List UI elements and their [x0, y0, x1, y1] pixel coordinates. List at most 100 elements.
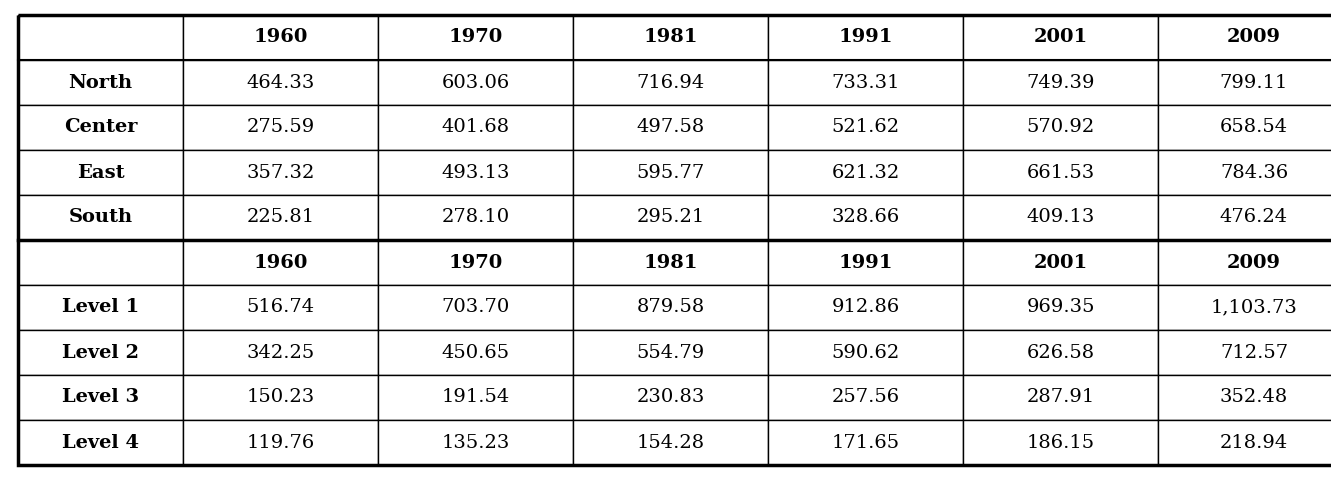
- Text: 342.25: 342.25: [246, 344, 314, 361]
- Bar: [19, 15, 182, 60]
- Text: 135.23: 135.23: [442, 433, 510, 452]
- Bar: [182, 105, 378, 150]
- Bar: [768, 60, 964, 105]
- Text: 661.53: 661.53: [1026, 164, 1094, 181]
- Bar: [182, 330, 378, 375]
- Text: Level 1: Level 1: [61, 299, 140, 316]
- Bar: [182, 150, 378, 195]
- Text: 1970: 1970: [449, 28, 503, 47]
- Text: 409.13: 409.13: [1026, 208, 1094, 227]
- Bar: [574, 150, 768, 195]
- Bar: [574, 15, 768, 60]
- Text: 2009: 2009: [1227, 253, 1280, 272]
- Text: Level 2: Level 2: [63, 344, 138, 361]
- Text: 2001: 2001: [1033, 253, 1087, 272]
- Text: 570.92: 570.92: [1026, 119, 1094, 136]
- Bar: [574, 105, 768, 150]
- Bar: [1158, 105, 1331, 150]
- Text: 225.81: 225.81: [246, 208, 314, 227]
- Bar: [964, 15, 1158, 60]
- Bar: [1158, 150, 1331, 195]
- Text: 969.35: 969.35: [1026, 299, 1095, 316]
- Text: 2009: 2009: [1227, 28, 1280, 47]
- Text: Level 4: Level 4: [63, 433, 138, 452]
- Text: 287.91: 287.91: [1026, 388, 1094, 407]
- Text: 590.62: 590.62: [832, 344, 900, 361]
- Text: 712.57: 712.57: [1221, 344, 1288, 361]
- Bar: [19, 195, 182, 240]
- Bar: [574, 420, 768, 465]
- Text: 1960: 1960: [253, 28, 307, 47]
- Bar: [19, 105, 182, 150]
- Bar: [378, 15, 574, 60]
- Text: 401.68: 401.68: [442, 119, 510, 136]
- Bar: [964, 285, 1158, 330]
- Bar: [768, 195, 964, 240]
- Bar: [964, 330, 1158, 375]
- Text: 275.59: 275.59: [246, 119, 314, 136]
- Text: 516.74: 516.74: [246, 299, 314, 316]
- Bar: [964, 150, 1158, 195]
- Text: 733.31: 733.31: [832, 73, 900, 92]
- Bar: [768, 15, 964, 60]
- Bar: [19, 240, 182, 285]
- Bar: [964, 105, 1158, 150]
- Text: 1981: 1981: [643, 28, 697, 47]
- Text: 171.65: 171.65: [832, 433, 900, 452]
- Bar: [574, 60, 768, 105]
- Text: 357.32: 357.32: [246, 164, 314, 181]
- Text: 150.23: 150.23: [246, 388, 314, 407]
- Text: 186.15: 186.15: [1026, 433, 1094, 452]
- Bar: [378, 375, 574, 420]
- Bar: [1158, 330, 1331, 375]
- Text: 554.79: 554.79: [636, 344, 704, 361]
- Text: 295.21: 295.21: [636, 208, 704, 227]
- Text: 1991: 1991: [839, 28, 893, 47]
- Bar: [19, 330, 182, 375]
- Text: 799.11: 799.11: [1219, 73, 1288, 92]
- Bar: [182, 420, 378, 465]
- Bar: [768, 330, 964, 375]
- Text: North: North: [68, 73, 133, 92]
- Text: 476.24: 476.24: [1221, 208, 1288, 227]
- Bar: [964, 195, 1158, 240]
- Bar: [182, 285, 378, 330]
- Bar: [768, 420, 964, 465]
- Text: 257.56: 257.56: [832, 388, 900, 407]
- Text: 603.06: 603.06: [442, 73, 510, 92]
- Bar: [378, 105, 574, 150]
- Bar: [1158, 195, 1331, 240]
- Bar: [19, 420, 182, 465]
- Bar: [768, 285, 964, 330]
- Bar: [1158, 375, 1331, 420]
- Text: 1960: 1960: [253, 253, 307, 272]
- Bar: [182, 195, 378, 240]
- Bar: [182, 375, 378, 420]
- Text: 497.58: 497.58: [636, 119, 704, 136]
- Text: South: South: [68, 208, 133, 227]
- Bar: [574, 330, 768, 375]
- Text: 716.94: 716.94: [636, 73, 704, 92]
- Bar: [964, 375, 1158, 420]
- Text: 119.76: 119.76: [246, 433, 314, 452]
- Text: Level 3: Level 3: [63, 388, 138, 407]
- Bar: [964, 60, 1158, 105]
- Text: 658.54: 658.54: [1221, 119, 1288, 136]
- Text: East: East: [77, 164, 124, 181]
- Bar: [574, 375, 768, 420]
- Text: 749.39: 749.39: [1026, 73, 1095, 92]
- Bar: [182, 60, 378, 105]
- Bar: [378, 330, 574, 375]
- Text: 218.94: 218.94: [1221, 433, 1288, 452]
- Text: 2001: 2001: [1033, 28, 1087, 47]
- Bar: [964, 420, 1158, 465]
- Bar: [964, 240, 1158, 285]
- Bar: [1158, 60, 1331, 105]
- Text: 278.10: 278.10: [442, 208, 510, 227]
- Text: 1981: 1981: [643, 253, 697, 272]
- Bar: [1158, 240, 1331, 285]
- Text: 703.70: 703.70: [442, 299, 510, 316]
- Text: 191.54: 191.54: [442, 388, 510, 407]
- Bar: [19, 285, 182, 330]
- Bar: [378, 195, 574, 240]
